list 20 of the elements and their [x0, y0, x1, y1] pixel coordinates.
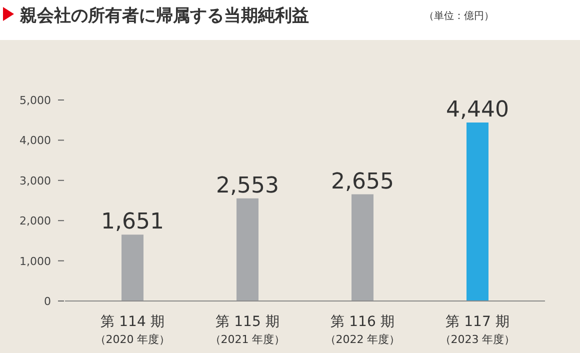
chart-title: 親会社の所有者に帰属する当期純利益	[19, 6, 309, 26]
bar	[352, 194, 374, 301]
data-label: 4,440	[446, 98, 509, 123]
data-label: 1,651	[101, 210, 164, 235]
chart-subtitle: （単位：億円）	[424, 10, 494, 22]
data-label: 2,553	[216, 173, 279, 198]
x-tick-label: 第 114 期（2020 年度）	[94, 314, 170, 346]
x-tick-label: 第 117 期（2023 年度）	[440, 314, 516, 346]
bar	[122, 234, 144, 301]
data-label: 2,655	[331, 169, 394, 194]
bar	[236, 198, 258, 301]
y-tick-label: 3,000	[20, 174, 51, 188]
y-tick-label: 2,000	[20, 214, 51, 228]
y-tick-label: 5,000	[20, 94, 51, 107]
bar	[466, 122, 488, 301]
x-tick-label: 第 115 期（2021 年度）	[210, 314, 286, 346]
y-tick-label: 1,000	[20, 254, 51, 268]
y-tick-label: 0	[44, 295, 51, 308]
y-tick-label: 4,000	[20, 134, 51, 148]
x-tick-label: 第 116 期（2022 年度）	[324, 314, 400, 346]
